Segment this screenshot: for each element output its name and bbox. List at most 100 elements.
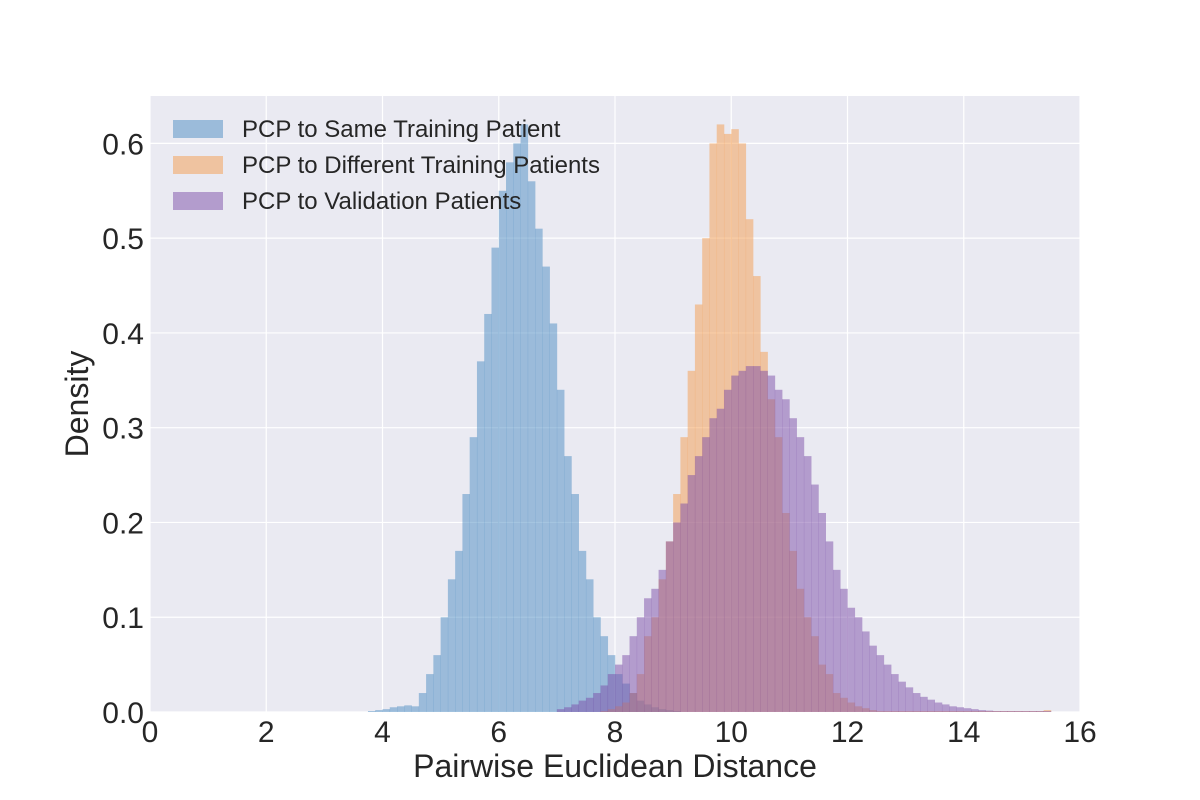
y-tick-label: 0.0 <box>102 697 144 730</box>
x-tick-label: 12 <box>831 716 864 749</box>
histogram-bar <box>673 522 681 712</box>
histogram-bar <box>447 579 456 712</box>
histogram-bar <box>411 706 420 712</box>
histogram-bar <box>941 704 950 712</box>
histogram-bar <box>382 709 391 712</box>
histogram-bar <box>767 375 776 712</box>
histogram-bar <box>506 162 514 713</box>
histogram-bar <box>564 707 572 712</box>
histogram-bar <box>593 617 601 712</box>
histogram-bar <box>745 366 754 712</box>
histogram-bar <box>513 143 521 712</box>
y-tick-label: 0.2 <box>102 507 144 540</box>
series-1-bars <box>367 124 681 713</box>
histogram-bar <box>426 674 434 712</box>
histogram-bar <box>1029 711 1037 712</box>
histogram-bar <box>476 361 485 712</box>
histogram-bar <box>876 655 885 712</box>
legend-item: PCP to Different Training Patients <box>173 152 600 179</box>
histogram-bar <box>622 655 630 712</box>
histogram-bar <box>796 437 805 712</box>
histogram-bar <box>1014 711 1023 712</box>
histogram-bar <box>847 607 856 712</box>
histogram-bar <box>978 710 986 712</box>
histogram-bar <box>920 696 928 712</box>
histogram-bar <box>869 645 877 712</box>
histogram-bar <box>600 636 609 712</box>
histogram-bar <box>600 685 609 712</box>
histogram-bar <box>585 579 594 712</box>
histogram-bar <box>1007 711 1015 712</box>
histogram-bar <box>891 674 899 712</box>
histogram-bar <box>716 408 725 712</box>
y-tick-label: 0.6 <box>102 128 144 161</box>
legend: PCP to Same Training Patient PCP to Diffe… <box>173 116 600 215</box>
histogram-bar <box>665 541 674 712</box>
histogram-bar <box>1000 711 1008 712</box>
histogram-bars <box>367 124 1052 713</box>
histogram-bar <box>556 709 565 712</box>
histogram-bar <box>694 456 703 712</box>
histogram-bar <box>433 655 441 712</box>
x-axis-ticks: 0 2 4 6 8 10 12 14 16 <box>142 716 1097 749</box>
histogram-bar <box>760 370 768 712</box>
histogram-bar <box>556 389 565 712</box>
histogram-bar <box>934 702 943 712</box>
histogram-bar <box>658 569 667 712</box>
histogram-bar <box>883 664 892 712</box>
histogram-bar <box>367 711 376 712</box>
histogram-bar <box>963 708 972 712</box>
x-tick-label: 10 <box>715 716 748 749</box>
histogram-bar <box>564 456 572 712</box>
histogram-bar <box>571 704 579 712</box>
histogram-bar <box>578 700 587 712</box>
histogram-bar <box>832 569 841 712</box>
histogram-bar <box>927 699 935 712</box>
histogram-bar <box>738 370 747 712</box>
histogram-bar <box>774 389 783 712</box>
histogram-bar <box>811 484 819 712</box>
histogram-bar <box>949 706 957 712</box>
histogram-bar <box>644 598 652 712</box>
histogram-bar <box>803 456 812 712</box>
histogram-bar <box>789 418 797 712</box>
histogram-bar <box>723 389 732 712</box>
histogram-bar <box>535 228 543 712</box>
histogram-bar <box>404 705 412 712</box>
legend-swatch <box>173 120 223 138</box>
histogram-bar <box>527 181 536 713</box>
x-tick-label: 8 <box>607 716 624 749</box>
histogram-bar <box>731 375 739 712</box>
histogram-bar <box>971 709 979 712</box>
histogram-bar <box>992 711 1001 712</box>
histogram-bar <box>520 124 529 712</box>
histogram-bar <box>1043 711 1052 712</box>
histogram-bar <box>840 588 848 712</box>
histogram-bar <box>375 710 383 712</box>
histogram-bar <box>818 512 827 712</box>
histogram-bar <box>498 190 507 712</box>
histogram-bar <box>680 503 688 712</box>
histogram-bar <box>905 687 914 712</box>
histogram-bar <box>585 697 594 712</box>
histogram-bar <box>702 437 710 712</box>
y-tick-label: 0.5 <box>102 223 144 256</box>
histogram-bar <box>651 588 659 712</box>
histogram-bar <box>389 707 398 712</box>
histogram-bar <box>491 247 500 712</box>
histogram-bar <box>549 323 558 712</box>
histogram-bar <box>469 437 478 712</box>
histogram-bar <box>687 475 696 712</box>
legend-label: PCP to Same Training Patient <box>242 116 561 143</box>
histogram-bar <box>753 366 761 712</box>
series-3-bars <box>556 366 1052 712</box>
legend-item: PCP to Validation Patients <box>173 188 521 215</box>
histogram-bar <box>629 636 638 712</box>
histogram-bar <box>862 631 870 712</box>
histogram-bar <box>484 313 492 712</box>
x-tick-label: 0 <box>142 716 159 749</box>
histogram-bar <box>854 617 863 712</box>
histogram-bar <box>636 617 645 712</box>
x-tick-label: 16 <box>1063 716 1096 749</box>
x-tick-label: 2 <box>258 716 275 749</box>
